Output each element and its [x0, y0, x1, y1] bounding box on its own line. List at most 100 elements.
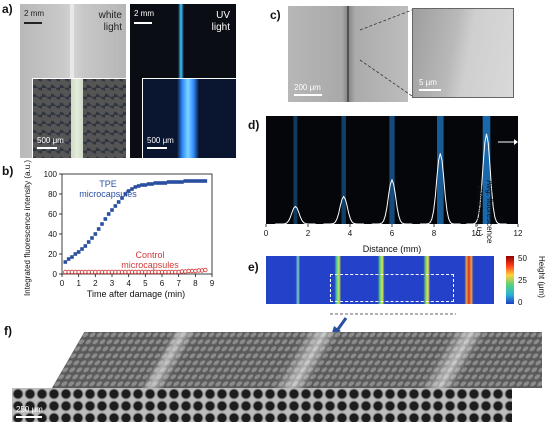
- panel-d-label: d): [248, 118, 260, 132]
- profile-peak: [371, 178, 413, 225]
- fluorescence-stripe: [437, 116, 444, 224]
- data-point-tpe: [143, 183, 148, 187]
- cross-section: [12, 388, 512, 422]
- scale-bar: [134, 22, 152, 24]
- caption-light: light: [103, 22, 122, 33]
- x-tick-label: 8: [432, 229, 437, 238]
- y-tick-label: 0: [53, 270, 58, 279]
- data-point-tpe: [126, 189, 131, 193]
- data-point-tpe: [193, 179, 198, 183]
- y-tick-label: 40: [48, 230, 57, 239]
- fluorescence-stripe: [482, 116, 491, 224]
- plot-frame: [61, 173, 213, 275]
- y-tick-label: 60: [48, 210, 57, 219]
- height-map: [266, 256, 494, 304]
- data-point-tpe: [73, 252, 78, 256]
- x-tick-label: 2: [93, 279, 98, 288]
- profile-peak: [275, 205, 316, 225]
- data-point-tpe: [170, 180, 174, 184]
- data-point-tpe: [153, 181, 158, 185]
- data-point-tpe: [196, 179, 201, 183]
- scale-bar-label: 2 mm: [24, 9, 44, 18]
- scale-bar-label: 200 μm: [294, 83, 321, 92]
- data-point-tpe: [96, 227, 101, 231]
- data-point-tpe: [180, 180, 184, 184]
- x-tick-label: 6: [160, 279, 165, 288]
- data-point-tpe: [176, 180, 181, 184]
- data-point-tpe: [183, 179, 188, 183]
- chart-points: [63, 179, 208, 275]
- inset-scale-bar: [147, 147, 167, 149]
- x-tick-label: 5: [143, 279, 148, 288]
- data-point-tpe: [146, 182, 151, 186]
- x-axis-label: Time after damage (min): [87, 289, 185, 299]
- data-point-tpe: [106, 212, 111, 216]
- data-point-tpe: [63, 260, 68, 264]
- inset-scale-label: 5 μm: [419, 78, 437, 87]
- fluorescence-stripes: [293, 116, 491, 224]
- x-tick-label: 3: [110, 279, 115, 288]
- fluorescence-chart: 0 1 2 3 4 5 6 7 8 9 0 20 40 60 80 100 Time after damage…: [23, 160, 215, 299]
- x-tick-label: 0: [264, 229, 269, 238]
- data-point-tpe: [136, 184, 141, 188]
- selection-box: [330, 274, 454, 302]
- colorbar-tick-bottom: 0: [518, 298, 523, 307]
- x-tick-label: 10: [472, 229, 481, 238]
- profile-peaks: [275, 133, 507, 225]
- scale-bar-label: 250 μm: [16, 405, 43, 414]
- data-point-tpe: [123, 192, 128, 196]
- data-point-tpe: [103, 217, 108, 221]
- x-tick-label: 7: [176, 279, 181, 288]
- data-point-tpe: [190, 179, 194, 183]
- 3d-micrograph: 250 μm: [12, 332, 542, 422]
- inset-crack: [71, 79, 83, 158]
- inset-scale-label: 500 μm: [37, 136, 64, 145]
- inset-scale-label: 500 μm: [147, 136, 174, 145]
- fluorescence-stripe: [341, 116, 346, 224]
- panel-a-label: a): [2, 2, 13, 16]
- white-light-inset: 500 μm: [32, 78, 126, 158]
- scale-bar: [16, 416, 42, 418]
- x-tick-label: 8: [193, 279, 198, 288]
- data-point-tpe: [90, 236, 94, 240]
- fluorescence-profile-image: 0 2 4 6 8 10 12 Distance (mm): [264, 116, 523, 254]
- data-point-tpe: [163, 181, 168, 185]
- x-tick-label: 1: [76, 279, 81, 288]
- data-point-tpe: [160, 181, 164, 185]
- data-point-tpe: [76, 250, 81, 254]
- sem-zoom-inset: 5 μm: [412, 8, 514, 98]
- x-axis-label: Distance (mm): [363, 244, 422, 254]
- data-point-tpe: [186, 179, 191, 183]
- series-label-control-1: Control: [135, 250, 164, 260]
- data-point-tpe: [113, 204, 118, 208]
- data-point-tpe: [166, 180, 171, 184]
- data-point-tpe: [116, 200, 121, 204]
- colorbar-tick-top: 50: [518, 254, 527, 263]
- x-tick-label: 9: [210, 279, 215, 288]
- panel-f-label: f): [4, 324, 12, 338]
- uv-light-inset: 500 μm: [142, 78, 236, 158]
- y-axis-label-line1: Avg. fluorescence: [485, 180, 494, 244]
- data-point-tpe: [156, 181, 161, 185]
- data-point-tpe: [130, 187, 134, 191]
- scale-bar-label: 2 mm: [134, 9, 154, 18]
- fluorescence-stripe: [389, 116, 395, 224]
- data-point-tpe: [150, 182, 154, 186]
- profile-peak: [466, 133, 507, 225]
- data-point-tpe: [93, 232, 98, 236]
- scale-bar: [24, 22, 42, 24]
- colorbar-tick-mid: 25: [518, 276, 527, 285]
- profile-peak: [420, 153, 461, 225]
- fluorescence-stripe: [293, 116, 298, 224]
- inset-scale-bar: [419, 89, 441, 91]
- x-tick-label: 2: [306, 229, 311, 238]
- x-tick-label: 12: [514, 229, 523, 238]
- x-axis-ticks: 0 2 4 6 8 10 12: [264, 224, 523, 238]
- y-tick-label: 100: [44, 170, 58, 179]
- arrowhead: [514, 139, 518, 145]
- x-tick-label: 4: [126, 279, 131, 288]
- series-label-tpe-1: TPE: [99, 179, 117, 189]
- x-tick-label: 4: [348, 229, 353, 238]
- data-point-tpe: [200, 179, 204, 183]
- data-point-control: [203, 267, 208, 273]
